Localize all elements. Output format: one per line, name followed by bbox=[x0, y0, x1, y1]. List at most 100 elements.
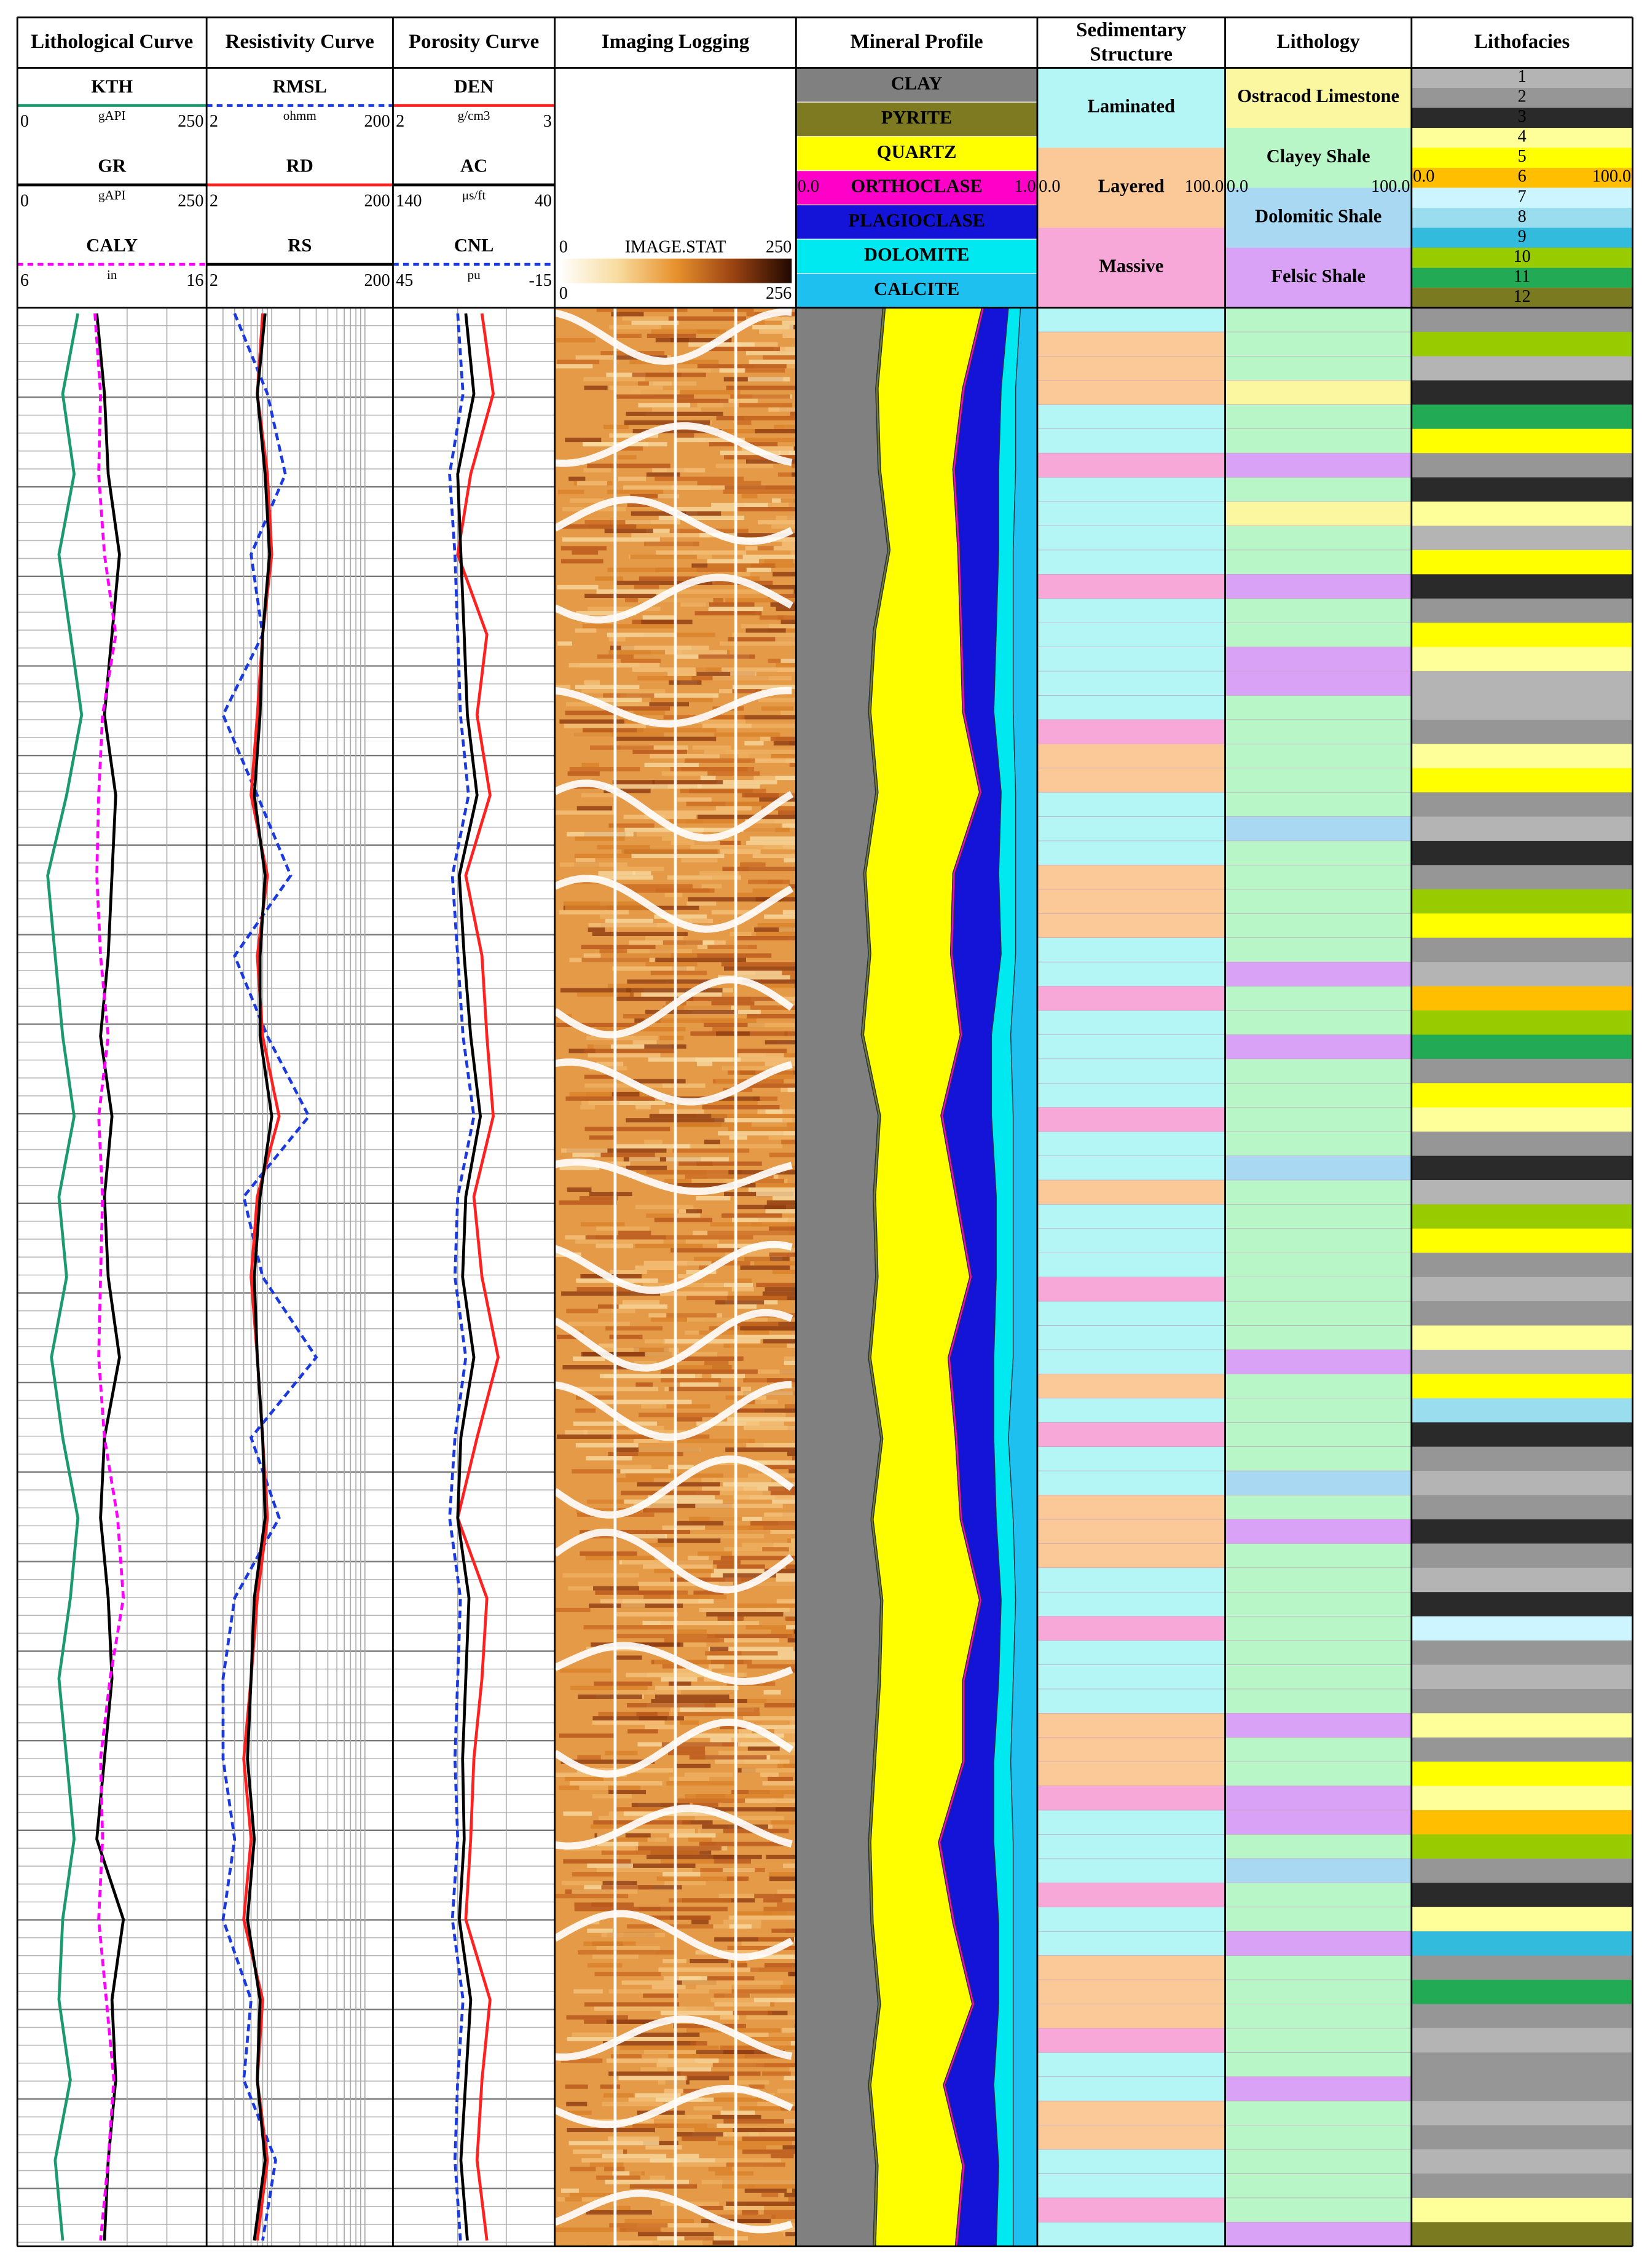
image-streak bbox=[632, 749, 687, 754]
image-streak bbox=[639, 1412, 730, 1417]
class-band bbox=[1225, 2221, 1412, 2247]
image-streak bbox=[670, 1577, 757, 1582]
image-streak bbox=[645, 936, 683, 941]
image-streak bbox=[705, 1525, 764, 1530]
image-streak bbox=[596, 1061, 624, 1066]
class-band bbox=[1411, 719, 1633, 745]
image-streak bbox=[785, 2232, 796, 2237]
image-streak bbox=[715, 2171, 754, 2176]
image-streak bbox=[650, 2158, 734, 2163]
image-streak bbox=[792, 472, 796, 477]
class-band bbox=[1225, 1204, 1412, 1229]
scale-right: 3 bbox=[543, 112, 552, 131]
image-streak bbox=[566, 1309, 612, 1313]
image-streak bbox=[600, 1599, 699, 1604]
class-band bbox=[1411, 744, 1633, 769]
class-band bbox=[1037, 719, 1225, 745]
image-streak bbox=[746, 840, 796, 845]
image-streak bbox=[641, 992, 722, 997]
image-streak bbox=[686, 901, 717, 906]
unit: in bbox=[107, 267, 117, 282]
legend-swatch bbox=[1411, 68, 1633, 88]
image-streak bbox=[616, 1144, 690, 1149]
image-streak bbox=[766, 1200, 796, 1205]
image-streak bbox=[615, 2036, 677, 2041]
image-streak bbox=[641, 1404, 667, 1409]
class-band bbox=[1037, 1277, 1225, 1302]
image-streak bbox=[635, 1243, 703, 1248]
image-streak bbox=[754, 1261, 796, 1266]
track-title-box: Sedimentary Structure bbox=[1076, 20, 1186, 66]
legend-swatch bbox=[1411, 227, 1633, 248]
class-band bbox=[1037, 1907, 1225, 1932]
class-band bbox=[1225, 404, 1412, 430]
image-streak bbox=[574, 1902, 634, 1907]
image-streak bbox=[721, 667, 796, 672]
image-streak bbox=[682, 1820, 713, 1825]
image-streak bbox=[697, 364, 787, 369]
image-streak bbox=[697, 481, 761, 486]
image-streak bbox=[661, 1378, 721, 1383]
class-band bbox=[1037, 526, 1225, 551]
scale-right: 100.0 bbox=[1371, 177, 1410, 196]
image-streak bbox=[647, 810, 736, 815]
image-streak bbox=[593, 1044, 672, 1049]
image-streak bbox=[685, 1660, 752, 1664]
image-streak bbox=[594, 1681, 653, 1686]
image-streak bbox=[752, 888, 796, 893]
image-streak bbox=[667, 1750, 706, 1755]
image-streak bbox=[777, 1763, 796, 1768]
image-streak bbox=[642, 615, 675, 620]
image-streak bbox=[594, 1152, 655, 1157]
image-streak bbox=[625, 520, 680, 525]
image-streak bbox=[613, 2205, 631, 2210]
class-band bbox=[1225, 768, 1412, 793]
class-band bbox=[1225, 1228, 1412, 1254]
class-band bbox=[1225, 1349, 1412, 1375]
image-streak bbox=[787, 1087, 796, 1092]
image-streak bbox=[677, 996, 778, 1001]
image-streak bbox=[785, 1625, 796, 1630]
image-streak bbox=[793, 589, 796, 594]
image-streak bbox=[758, 520, 796, 525]
image-streak bbox=[632, 1040, 657, 1045]
image-streak bbox=[789, 451, 796, 455]
image-streak bbox=[731, 1551, 796, 1556]
class-band bbox=[1225, 937, 1412, 963]
image-streak bbox=[620, 745, 688, 750]
image-streak bbox=[743, 1378, 784, 1383]
image-streak bbox=[602, 2101, 663, 2106]
image-streak bbox=[580, 1222, 625, 1227]
image-streak bbox=[751, 2036, 796, 2041]
image-streak bbox=[566, 2101, 588, 2106]
image-streak bbox=[738, 2080, 769, 2085]
image-streak bbox=[555, 2227, 626, 2232]
image-streak bbox=[599, 1816, 658, 1821]
image-streak bbox=[737, 1304, 757, 1309]
image-streak bbox=[742, 2149, 796, 2154]
image-streak bbox=[645, 1543, 676, 1548]
class-band bbox=[1411, 428, 1633, 454]
image-streak bbox=[662, 1525, 735, 1530]
image-streak bbox=[780, 620, 796, 624]
image-streak bbox=[685, 758, 755, 763]
image-streak bbox=[726, 2201, 796, 2206]
image-streak bbox=[686, 1209, 702, 1214]
image-streak bbox=[669, 1387, 741, 1392]
image-streak bbox=[732, 689, 762, 694]
image-streak bbox=[588, 927, 605, 932]
class-band bbox=[1037, 1713, 1225, 1738]
image-streak bbox=[560, 988, 631, 993]
class-band bbox=[1225, 1131, 1412, 1157]
image-streak bbox=[572, 1889, 638, 1894]
image-streak bbox=[758, 698, 796, 703]
curve-name: KTH bbox=[91, 76, 133, 96]
image-streak bbox=[713, 1993, 750, 1998]
image-streak bbox=[608, 823, 654, 828]
image-streak bbox=[780, 498, 796, 503]
legend-label: ORTHOCLASE bbox=[851, 176, 983, 197]
image-streak bbox=[681, 858, 718, 863]
track-title: Mineral Profile bbox=[851, 31, 983, 53]
class-band bbox=[1225, 2100, 1412, 2126]
class-band bbox=[1037, 1761, 1225, 1787]
